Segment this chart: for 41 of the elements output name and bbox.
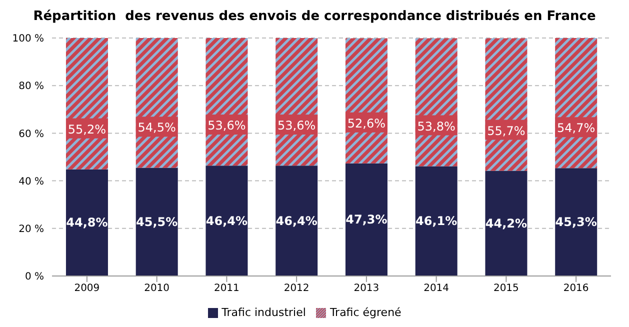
data-label: 55,2% [68,122,106,136]
x-tick-label: 2014 [424,283,450,294]
y-tick-label: 80 % [18,81,44,92]
legend-label: Trafic égrené [330,306,402,319]
chart-title: Répartition des revenus des envois de correspondance distribués en France [32,8,597,26]
data-label: 54,7% [557,121,596,136]
x-tick-label: 2016 [563,283,589,294]
bar [136,168,178,276]
x-tick-label: 2009 [74,283,100,294]
bar [345,163,388,276]
data-label: 55,7% [487,124,526,138]
y-tick-label: 20 % [18,224,44,235]
bar [276,166,318,276]
bar [555,168,598,276]
data-label: 53,6% [278,118,316,133]
data-label: 45,3% [555,215,597,230]
data-label: 47,3% [346,212,388,227]
x-tick-label: 2012 [284,283,310,294]
data-label: 53,8% [417,119,456,134]
bar [415,166,458,276]
data-label: 44,8% [66,216,108,230]
data-label: 53,6% [208,118,246,133]
x-tick-label: 2013 [354,283,380,294]
x-tick-label: 2010 [144,283,170,294]
legend-label: Trafic industriel [222,306,306,319]
data-label: 46,4% [206,214,248,228]
data-label: 52,6% [347,116,386,130]
data-label: 45,5% [136,214,178,229]
x-tick-label: 2011 [214,283,240,294]
bar [485,170,528,276]
y-tick-label: 100 % [12,34,44,45]
y-tick-label: 60 % [18,128,44,140]
x-tick-label: 2015 [493,283,519,294]
bar [66,169,108,276]
data-label: 54,5% [138,120,176,135]
data-label: 46,1% [416,214,458,228]
bar [206,166,248,276]
y-tick-label: 0 % [24,272,44,283]
y-tick-label: 40 % [18,176,44,188]
data-label: 44,2% [485,216,528,230]
data-label: 46,4% [276,214,318,228]
